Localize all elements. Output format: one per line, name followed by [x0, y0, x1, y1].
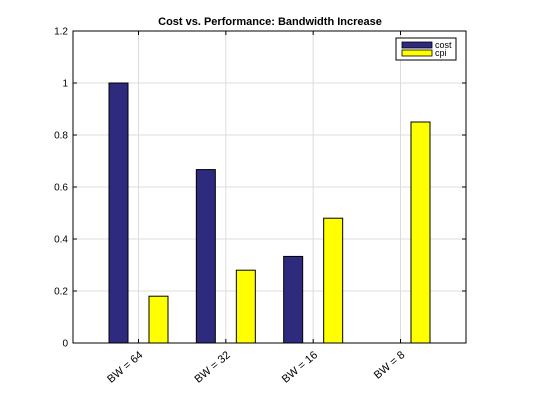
bar-cost-2: [283, 255, 304, 344]
y-tick-labels: 0 0.2 0.4 0.6 0.8 1 1.2: [54, 27, 68, 350]
bars: [108, 82, 431, 344]
y-tick-label: 0.4: [54, 235, 68, 246]
legend-swatch-cost: [401, 41, 433, 49]
legend-swatch-cpi: [401, 49, 433, 57]
y-tick-label: 0: [62, 339, 68, 350]
y-tick-label: 0.6: [54, 183, 68, 194]
chart-title: Cost vs. Performance: Bandwidth Increase: [158, 16, 382, 28]
grid-lines: [73, 31, 466, 343]
legend-label-cpi: cpi: [435, 48, 447, 58]
bar-cost-1: [195, 169, 216, 344]
axis-ticks: [73, 30, 466, 344]
legend-label-cost: cost: [435, 40, 452, 50]
y-tick-label: 0.8: [54, 131, 68, 142]
bar-cpi-0: [148, 295, 169, 344]
bar-cpi-2: [323, 217, 344, 344]
bar-cost-0: [108, 82, 129, 344]
y-tick-label: 0.2: [54, 287, 68, 298]
y-tick-label: 1.2: [54, 27, 68, 38]
y-tick-label: 1: [62, 79, 68, 90]
bar-cpi-3: [410, 121, 431, 344]
bar-cpi-1: [235, 269, 256, 344]
